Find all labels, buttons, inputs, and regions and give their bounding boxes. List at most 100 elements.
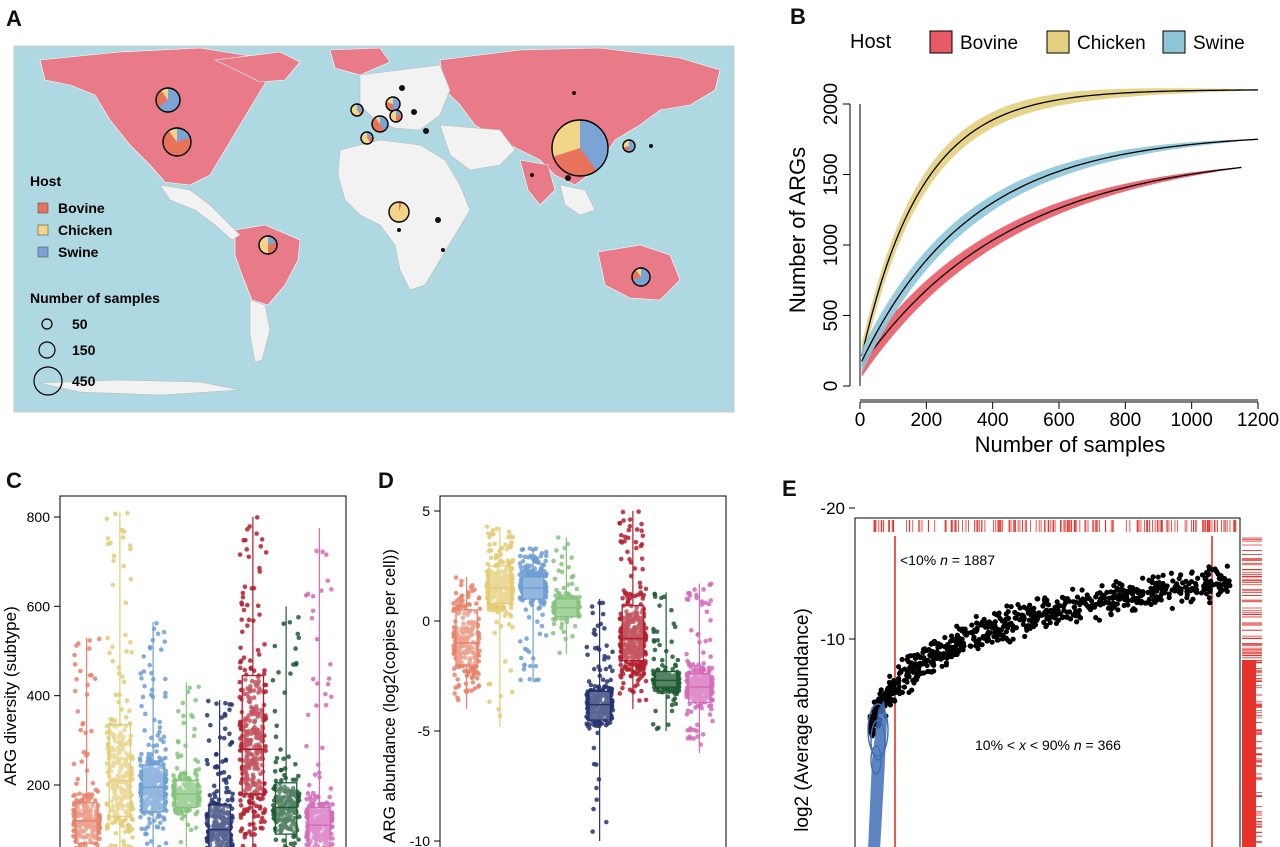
- data-point: [163, 690, 168, 696]
- data-point: [295, 631, 301, 637]
- data-point: [329, 694, 334, 700]
- data-point: [605, 721, 611, 726]
- data-point: [110, 820, 115, 826]
- box-group: [550, 535, 582, 656]
- data-point: [258, 825, 263, 831]
- box-group: [451, 575, 483, 709]
- data-point: [476, 595, 482, 601]
- data-point: [637, 580, 643, 586]
- data-point: [669, 639, 674, 645]
- data-point: [627, 517, 633, 522]
- data-point: [254, 515, 260, 520]
- data-point: [230, 791, 235, 797]
- data-point: [212, 791, 217, 796]
- pie-slice: [163, 130, 191, 157]
- data-point: [688, 726, 693, 731]
- data-point: [238, 828, 244, 834]
- pie-slice: [623, 140, 629, 148]
- y-tick-label: 1000: [821, 224, 842, 266]
- data-point: [620, 509, 626, 515]
- data-point: [227, 731, 232, 737]
- data-point: [92, 825, 98, 830]
- data-point: [590, 610, 596, 616]
- data-point: [688, 627, 694, 633]
- data-point: [498, 693, 504, 699]
- pie-slice: [399, 202, 403, 212]
- data-point: [527, 663, 533, 669]
- data-point: [563, 636, 568, 642]
- series-line-chicken: [861, 89, 1259, 357]
- pie-slice: [389, 202, 409, 222]
- data-point: [594, 785, 599, 791]
- data-point: [138, 671, 144, 676]
- pie-slice: [375, 116, 380, 124]
- data-point: [281, 838, 286, 843]
- data-point: [244, 602, 250, 608]
- data-point: [486, 548, 492, 554]
- y-tick-label: 600: [27, 598, 51, 614]
- data-point: [127, 543, 133, 548]
- data-point: [221, 735, 227, 741]
- box-group: [484, 524, 516, 727]
- data-point: [591, 806, 596, 812]
- data-point: [216, 797, 222, 803]
- data-point: [154, 620, 159, 626]
- data-point: [525, 570, 531, 576]
- data-point: [591, 761, 597, 767]
- pie-slice: [623, 146, 629, 152]
- data-point: [89, 792, 95, 797]
- data-point: [559, 625, 564, 631]
- data-point: [129, 650, 135, 655]
- data-point: [124, 649, 129, 654]
- data-point: [707, 712, 713, 717]
- pie-slice: [268, 236, 277, 245]
- data-point: [147, 662, 153, 668]
- data-point: [109, 798, 115, 804]
- data-point: [213, 752, 219, 757]
- data-point: [476, 683, 482, 688]
- data-point: [669, 689, 674, 694]
- data-point: [263, 550, 269, 555]
- data-point: [89, 672, 94, 678]
- data-point: [620, 685, 625, 691]
- data-point: [526, 649, 532, 655]
- data-point: [492, 541, 498, 547]
- box-group: [684, 581, 715, 753]
- data-point: [570, 634, 575, 639]
- data-point: [643, 634, 649, 640]
- legend-label: Swine: [1193, 33, 1245, 54]
- data-point: [638, 660, 643, 666]
- data-point: [330, 802, 335, 807]
- data-point: [245, 623, 250, 628]
- data-point: [154, 749, 159, 754]
- x-tick-label: 200: [910, 410, 942, 431]
- data-point: [205, 761, 210, 767]
- data-point: [458, 582, 464, 588]
- data-point: [508, 542, 514, 547]
- data-point: [621, 680, 626, 686]
- data-point: [323, 552, 329, 557]
- data-point: [326, 676, 332, 681]
- pie-slice: [177, 128, 191, 142]
- data-point: [272, 708, 278, 714]
- data-point: [193, 825, 199, 831]
- box-group: [137, 620, 169, 847]
- data-point: [244, 527, 250, 532]
- data-point: [142, 711, 148, 717]
- pie-outline: [155, 87, 181, 113]
- data-point: [634, 545, 639, 551]
- legend-size-circle: [38, 341, 56, 359]
- pie-china: [551, 119, 609, 177]
- data-point: [121, 762, 126, 768]
- data-point: [509, 559, 515, 565]
- data-point: [278, 767, 284, 773]
- data-point: [522, 564, 528, 570]
- data-point: [125, 786, 131, 791]
- data-point: [123, 757, 129, 763]
- data-point: [225, 797, 231, 803]
- data-point: [120, 803, 126, 808]
- data-point: [306, 782, 312, 788]
- plot-frame: [439, 495, 727, 847]
